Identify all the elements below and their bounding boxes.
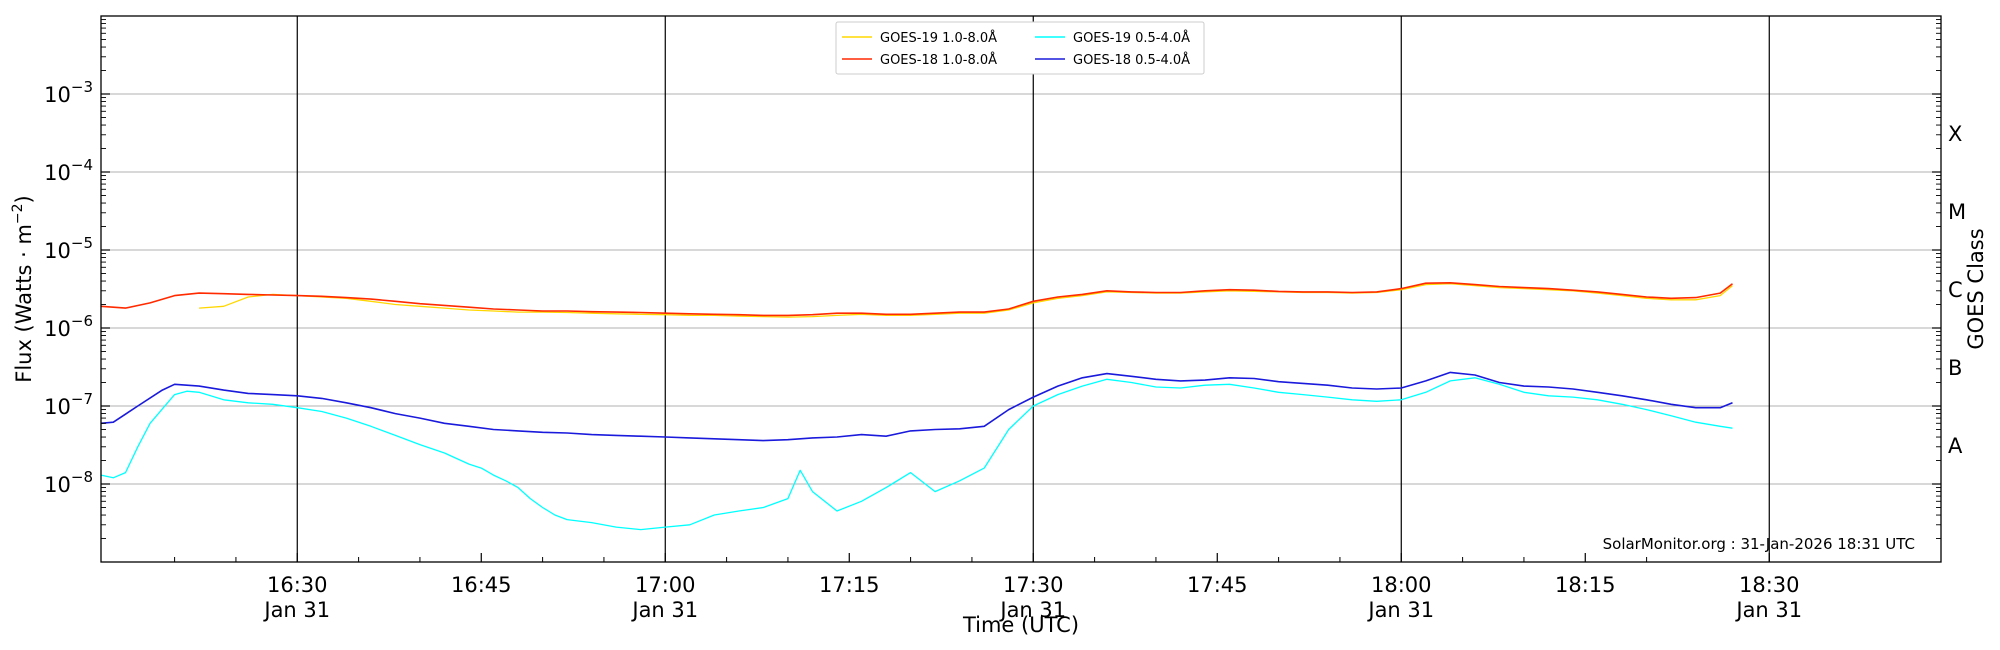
y-tick-label: 10−6 bbox=[44, 312, 93, 341]
x-axis-label: Time (UTC) bbox=[962, 613, 1079, 637]
legend-label-goes18-short: GOES-18 0.5-4.0Å bbox=[1073, 52, 1190, 68]
x-tick-label: 16:30 bbox=[267, 573, 328, 597]
goes-class-label: B bbox=[1948, 356, 1962, 380]
y-tick-label: 10−3 bbox=[44, 78, 93, 107]
legend-label-goes19-long: GOES-19 1.0-8.0Å bbox=[880, 30, 997, 46]
x-tick-label: 17:30 bbox=[1003, 573, 1064, 597]
x-tick-label: 18:00 bbox=[1371, 573, 1432, 597]
x-tick-label: 17:45 bbox=[1187, 573, 1248, 597]
x-tick-label: 16:45 bbox=[451, 573, 512, 597]
y-tick-label: 10−7 bbox=[44, 390, 93, 419]
series-lines bbox=[100, 281, 1733, 531]
x-tick-label: 17:00 bbox=[635, 573, 696, 597]
goes-class-label: C bbox=[1948, 278, 1963, 302]
x-tick-date-label: Jan 31 bbox=[262, 598, 330, 622]
x-tick-date-label: Jan 31 bbox=[998, 598, 1066, 622]
x-tick-label: 18:30 bbox=[1739, 573, 1800, 597]
y-tick-label: 10−5 bbox=[44, 234, 93, 263]
plot-area bbox=[100, 15, 1942, 563]
y-tick-label: 10−4 bbox=[44, 156, 93, 185]
series-line-3 bbox=[100, 371, 1733, 442]
series-line-1 bbox=[100, 281, 1733, 317]
x-tick-label: 18:15 bbox=[1555, 573, 1616, 597]
series-line-2 bbox=[100, 377, 1733, 531]
series-line-0 bbox=[199, 283, 1733, 318]
y-axis-label: Flux (Watts · m−2) bbox=[10, 195, 36, 383]
x-tick-date-label: Jan 31 bbox=[1734, 598, 1802, 622]
x-tick-label: 17:15 bbox=[819, 573, 880, 597]
legend-box bbox=[835, 21, 1205, 75]
legend: GOES-19 1.0-8.0Å GOES-18 1.0-8.0Å GOES-1… bbox=[835, 21, 1205, 75]
credit-text: SolarMonitor.org : 31-Jan-2026 18:31 UTC bbox=[1603, 535, 1915, 553]
y-tick-label: 10−8 bbox=[44, 468, 93, 497]
x-tick-date-label: Jan 31 bbox=[630, 598, 698, 622]
goes-class-label: M bbox=[1948, 200, 1966, 224]
legend-label-goes18-long: GOES-18 1.0-8.0Å bbox=[880, 52, 997, 68]
right-axis-label: GOES Class bbox=[1964, 228, 1988, 349]
goes-class-label: A bbox=[1948, 434, 1963, 458]
x-tick-date-label: Jan 31 bbox=[1366, 598, 1434, 622]
goes-class-label: X bbox=[1948, 122, 1962, 146]
legend-label-goes19-short: GOES-19 0.5-4.0Å bbox=[1073, 30, 1190, 46]
